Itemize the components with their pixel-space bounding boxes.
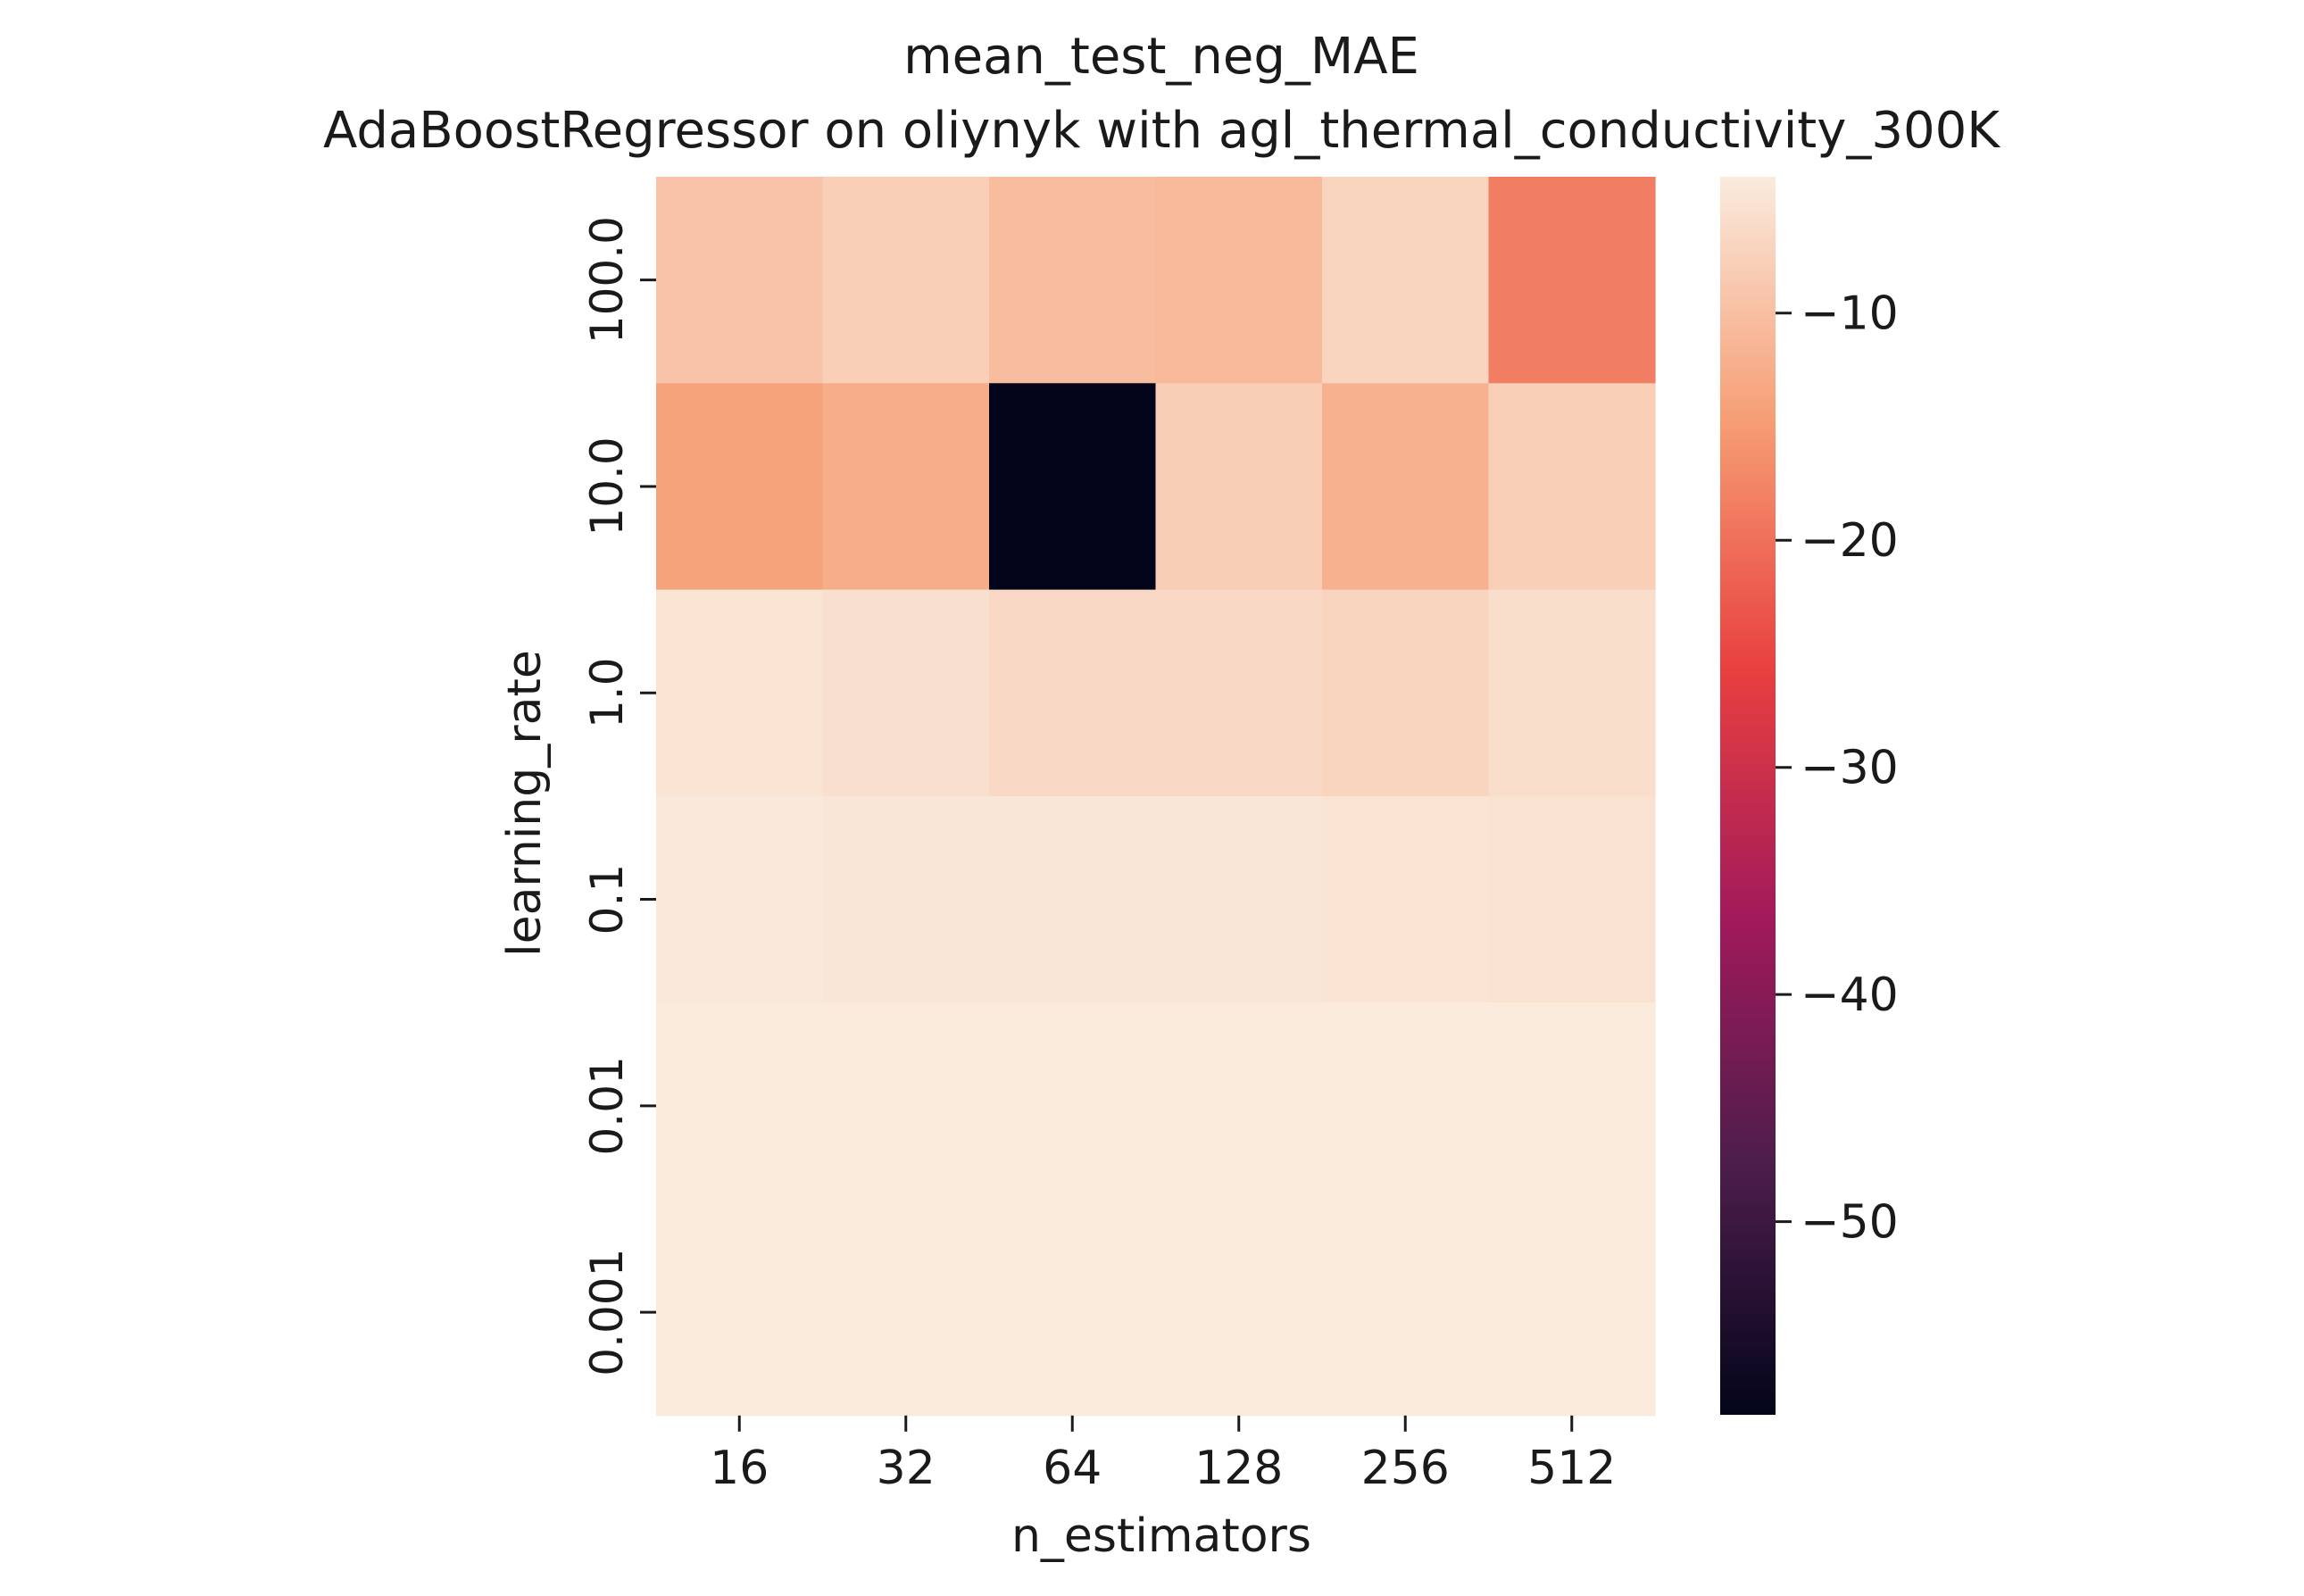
- y-tick-label: 100.0: [581, 216, 633, 344]
- y-tick-label: 1.0: [581, 657, 633, 728]
- heatmap-cell: [989, 177, 1157, 384]
- x-tick-label: 32: [877, 1442, 936, 1495]
- heatmap-cell: [1488, 1002, 1656, 1210]
- heatmap-cell: [656, 1002, 824, 1210]
- colorbar-tick-label: −40: [1801, 968, 1899, 1022]
- heatmap-cell: [1488, 589, 1656, 797]
- heatmap-cell: [1155, 177, 1323, 384]
- heatmap-cell: [1488, 177, 1656, 384]
- heatmap-cell: [989, 589, 1157, 797]
- heatmap-cell: [656, 1209, 824, 1417]
- x-axis: 16 32 64 128 256 512: [710, 1415, 1616, 1495]
- heatmap-cell: [1322, 795, 1490, 1003]
- colorbar-ticks: −10 −20 −30 −40 −50: [1776, 287, 1899, 1250]
- colorbar: [1720, 177, 1776, 1415]
- colorbar-tick-label: −50: [1801, 1196, 1899, 1250]
- heatmap-cell: [1155, 383, 1323, 591]
- heatmap-cell: [1322, 1209, 1490, 1417]
- heatmap-cell: [1322, 177, 1490, 384]
- heatmap-cell: [822, 1209, 990, 1417]
- y-axis: 100.0 10.0 1.0 0.1 0.01 0.001: [581, 216, 656, 1376]
- heatmap-cell: [1488, 795, 1656, 1003]
- heatmap-cell: [1155, 1002, 1323, 1210]
- heatmap-cells: [656, 177, 1656, 1417]
- x-tick-label: 16: [710, 1442, 769, 1495]
- y-tick-label: 0.01: [581, 1056, 633, 1155]
- chart-title: mean_test_neg_MAE: [903, 28, 1419, 86]
- heatmap-cell: [1155, 589, 1323, 797]
- heatmap-cell: [989, 383, 1157, 591]
- heatmap-cell: [1322, 589, 1490, 797]
- x-axis-label: n_estimators: [1011, 1509, 1311, 1563]
- heatmap-cell: [656, 177, 824, 384]
- heatmap-cell: [1322, 383, 1490, 591]
- heatmap-cell: [656, 589, 824, 797]
- heatmap-cell: [822, 795, 990, 1003]
- heatmap-cell: [822, 1002, 990, 1210]
- heatmap-cell: [656, 795, 824, 1003]
- heatmap-cell: [822, 589, 990, 797]
- heatmap-cell: [1155, 1209, 1323, 1417]
- y-axis-label: learning_rate: [498, 650, 552, 957]
- x-tick-label: 64: [1043, 1442, 1102, 1495]
- heatmap-cell: [989, 795, 1157, 1003]
- colorbar-tick-label: −30: [1801, 742, 1899, 795]
- heatmap-cell: [1488, 383, 1656, 591]
- chart-subtitle: AdaBoostRegressor on oliynyk with agl_th…: [323, 102, 2000, 160]
- y-tick-label: 10.0: [581, 436, 633, 536]
- y-tick-label: 0.1: [581, 864, 633, 935]
- colorbar-tick-label: −10: [1801, 287, 1899, 341]
- colorbar-tick-label: −20: [1801, 514, 1899, 568]
- heatmap-cell: [822, 383, 990, 591]
- x-tick-label: 256: [1361, 1442, 1450, 1495]
- x-tick-label: 512: [1527, 1442, 1616, 1495]
- heatmap-cell: [656, 383, 824, 591]
- x-tick-label: 128: [1194, 1442, 1283, 1495]
- y-tick-label: 0.001: [581, 1249, 633, 1376]
- heatmap-cell: [1155, 795, 1323, 1003]
- heatmap-cell: [822, 177, 990, 384]
- heatmap-cell: [1322, 1002, 1490, 1210]
- heatmap-cell: [1488, 1209, 1656, 1417]
- heatmap-cell: [989, 1002, 1157, 1210]
- heatmap-cell: [989, 1209, 1157, 1417]
